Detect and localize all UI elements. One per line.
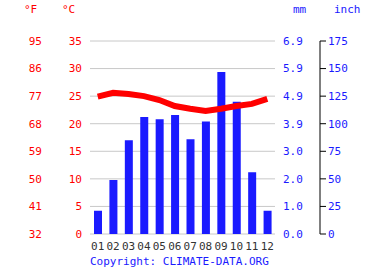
svg-text:35: 35 bbox=[69, 35, 82, 48]
svg-text:08: 08 bbox=[199, 240, 212, 253]
svg-text:3.0: 3.0 bbox=[283, 145, 303, 158]
svg-text:50: 50 bbox=[328, 173, 341, 186]
svg-text:86: 86 bbox=[29, 62, 42, 75]
svg-text:01: 01 bbox=[91, 240, 104, 253]
svg-text:02: 02 bbox=[107, 240, 120, 253]
svg-text:50: 50 bbox=[29, 173, 42, 186]
html-text:°F: °F bbox=[24, 3, 38, 16]
svg-text:6.9: 6.9 bbox=[283, 35, 303, 48]
svg-text:25: 25 bbox=[328, 200, 341, 213]
svg-text:30: 30 bbox=[69, 62, 82, 75]
html-text:°C: °C bbox=[62, 3, 76, 16]
svg-text:4.9: 4.9 bbox=[283, 90, 303, 103]
svg-text:10: 10 bbox=[69, 173, 82, 186]
svg-text:68: 68 bbox=[29, 118, 42, 131]
svg-text:09: 09 bbox=[214, 240, 227, 253]
svg-text:06: 06 bbox=[168, 240, 181, 253]
svg-text:32: 32 bbox=[29, 228, 42, 241]
svg-text:20: 20 bbox=[69, 118, 82, 131]
svg-text:11: 11 bbox=[245, 240, 258, 253]
svg-text:04: 04 bbox=[137, 240, 151, 253]
svg-text:75: 75 bbox=[328, 145, 341, 158]
svg-text:41: 41 bbox=[29, 200, 42, 213]
svg-text:77: 77 bbox=[29, 90, 42, 103]
svg-text:25: 25 bbox=[69, 90, 82, 103]
svg-text:0: 0 bbox=[328, 228, 335, 241]
svg-text:5: 5 bbox=[75, 200, 82, 213]
svg-text:1.0: 1.0 bbox=[283, 200, 303, 213]
html-text:Copyright: CLIMATE-DATA.ORG: Copyright: CLIMATE-DATA.ORG bbox=[90, 255, 269, 268]
svg-text:07: 07 bbox=[184, 240, 197, 253]
html-text:inch: inch bbox=[334, 3, 361, 16]
svg-text:03: 03 bbox=[122, 240, 135, 253]
html-text:mm: mm bbox=[293, 3, 307, 16]
svg-text:100: 100 bbox=[328, 118, 348, 131]
svg-text:59: 59 bbox=[29, 145, 42, 158]
svg-text:0.0: 0.0 bbox=[283, 228, 303, 241]
svg-text:150: 150 bbox=[328, 62, 348, 75]
svg-text:05: 05 bbox=[153, 240, 166, 253]
svg-text:15: 15 bbox=[69, 145, 82, 158]
svg-text:3.9: 3.9 bbox=[283, 118, 303, 131]
svg-text:125: 125 bbox=[328, 90, 348, 103]
svg-text:10: 10 bbox=[230, 240, 243, 253]
svg-text:2.0: 2.0 bbox=[283, 173, 303, 186]
svg-text:5.9: 5.9 bbox=[283, 62, 303, 75]
svg-text:95: 95 bbox=[29, 35, 42, 48]
svg-text:12: 12 bbox=[261, 240, 274, 253]
svg-text:175: 175 bbox=[328, 35, 348, 48]
svg-text:0: 0 bbox=[75, 228, 82, 241]
